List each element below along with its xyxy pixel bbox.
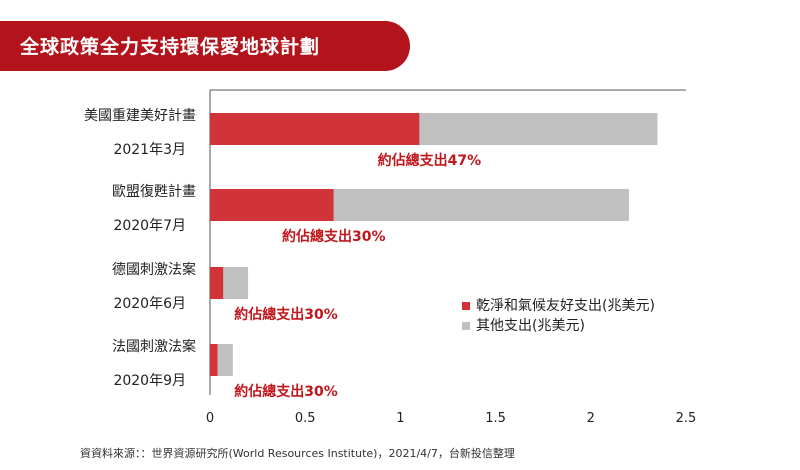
x-tick-label: 0 [206, 411, 214, 426]
bar-annotation: 約佔總支出47% [378, 152, 482, 169]
bar-segment-clean [210, 267, 224, 299]
legend-label: 其他支出(兆美元) [476, 318, 585, 334]
x-tick-label: 1 [396, 411, 404, 426]
bar-segment-other [333, 189, 629, 221]
bar-segment-clean [210, 189, 334, 221]
x-tick-label: 2 [587, 411, 595, 426]
bar-segment-other [419, 113, 658, 145]
page-title: 全球政策全力支持環保愛地球計劃 [20, 36, 321, 58]
bar-segment-other [217, 344, 233, 376]
category-date-label: 2020年6月 [113, 296, 186, 312]
category-label: 德國刺激法案 [112, 261, 196, 278]
legend-swatch [462, 322, 470, 330]
category-date-label: 2021年3月 [113, 142, 186, 158]
category-date-label: 2020年7月 [113, 218, 186, 234]
category-date-label: 2020年9月 [113, 373, 186, 389]
bar-segment-other [223, 267, 249, 299]
title-banner [0, 21, 410, 71]
bar-annotation: 約佔總支出30% [234, 383, 338, 400]
category-label: 法國刺激法案 [112, 338, 196, 355]
bar-annotation: 約佔總支出30% [234, 306, 338, 323]
bar-segment-clean [210, 344, 218, 376]
x-tick-label: 1.5 [485, 411, 506, 426]
category-label: 歐盟復甦計畫 [112, 183, 196, 200]
bar-annotation: 約佔總支出30% [282, 228, 386, 245]
legend-swatch [462, 302, 470, 310]
x-tick-label: 2.5 [676, 411, 697, 426]
source-note: 資資料來源：：世界資源研究所(World Resources Institute… [80, 447, 515, 460]
category-label: 美國重建美好計畫 [84, 108, 196, 124]
legend-label: 乾淨和氣候友好支出(兆美元) [476, 298, 655, 314]
x-tick-label: 0.5 [295, 411, 316, 426]
bar-segment-clean [210, 113, 420, 145]
